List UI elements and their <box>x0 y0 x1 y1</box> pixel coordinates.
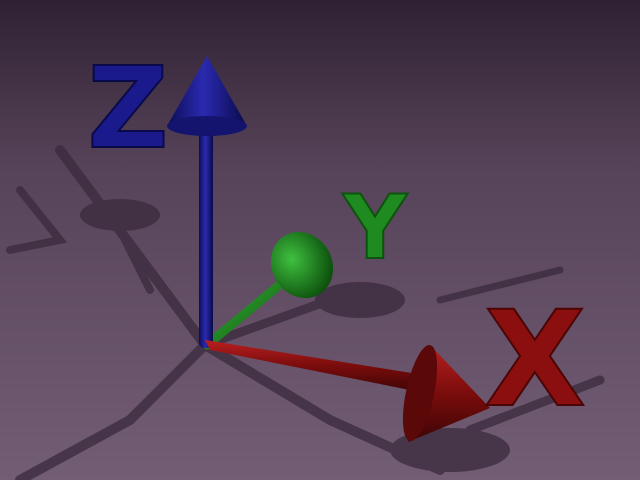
y-axis-label: Y <box>342 176 408 279</box>
z-axis-label: Z <box>87 44 168 174</box>
x-axis-label: X <box>484 283 586 437</box>
